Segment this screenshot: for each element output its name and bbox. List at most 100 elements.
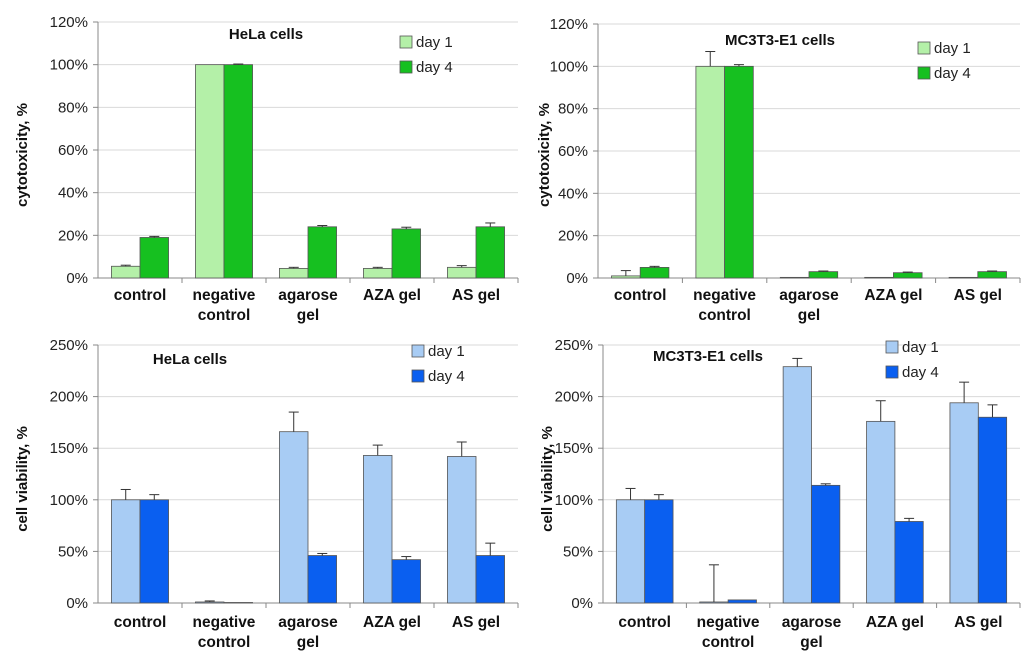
x-category-label: control	[702, 634, 755, 651]
bar-day-4	[644, 499, 674, 604]
bar-day-1	[195, 601, 225, 604]
bar-day-4	[977, 416, 1008, 604]
legend-label: day 1	[902, 339, 939, 356]
x-category-label: AZA gel	[363, 614, 421, 631]
legend-label: day 1	[428, 343, 465, 360]
y-tick-label: 40%	[558, 185, 588, 202]
chart-panel-3: 0% 50% 100% 150% 200% 250% cell viability, % co…	[14, 337, 519, 651]
bar-day-4	[724, 65, 754, 279]
bar-day-4	[475, 226, 505, 279]
x-category-label: negative	[697, 614, 760, 631]
bar-day-4	[894, 521, 924, 604]
y-tick-label: 80%	[58, 99, 88, 116]
bar-day-1	[782, 366, 812, 604]
bar-day-4	[893, 272, 923, 279]
x-category-label: AS gel	[452, 614, 500, 631]
x-category-label: agarose	[779, 287, 839, 304]
x-category-label: control	[198, 307, 251, 324]
y-tick-label: 80%	[558, 101, 588, 118]
legend-swatch	[411, 369, 425, 383]
y-tick-label: 150%	[555, 440, 593, 457]
bar-day-1	[279, 431, 309, 604]
y-tick-label: 250%	[50, 337, 88, 354]
y-axis-label: cytotoxicity, %	[14, 103, 31, 207]
y-tick-label: 100%	[555, 492, 593, 509]
y-tick-label: 120%	[50, 14, 88, 31]
chart-panel-1: 0% 20% 40% 60% 80% 100% 120% cytotoxicity, % con…	[14, 14, 519, 324]
bar-day-1	[195, 64, 225, 279]
x-category-label: control	[614, 287, 667, 304]
x-category-label: gel	[297, 634, 319, 651]
bar-day-1	[111, 499, 141, 604]
y-tick-label: 200%	[50, 389, 88, 406]
y-tick-label: 100%	[50, 57, 88, 74]
chart-title: MC3T3-E1 cells	[653, 348, 763, 365]
y-tick-label: 100%	[50, 492, 88, 509]
bar-day-1	[447, 456, 477, 604]
legend-swatch	[885, 340, 899, 354]
y-tick-label: 60%	[558, 143, 588, 160]
x-category-label: control	[198, 634, 251, 651]
x-category-label: gel	[297, 307, 319, 324]
bar-day-1	[363, 455, 393, 604]
bar-day-4	[808, 271, 839, 279]
bar-day-1	[949, 402, 979, 604]
bar-day-4	[811, 484, 841, 604]
bar-day-4	[977, 271, 1007, 279]
bar-day-4	[223, 64, 253, 279]
x-category-label: AS gel	[954, 614, 1002, 631]
y-tick-label: 0%	[66, 270, 88, 287]
bar-day-1	[779, 276, 810, 279]
y-tick-label: 250%	[555, 337, 593, 354]
bar-day-1	[611, 275, 641, 279]
y-tick-label: 50%	[58, 543, 88, 560]
bar-day-1	[615, 499, 646, 604]
y-tick-label: 150%	[50, 440, 88, 457]
y-axis-label: cell viability, %	[539, 426, 556, 532]
legend-swatch	[885, 365, 899, 379]
y-tick-label: 40%	[58, 185, 88, 202]
x-category-label: agarose	[278, 287, 338, 304]
legend-swatch	[411, 344, 425, 358]
legend-swatch	[399, 60, 413, 74]
x-category-label: gel	[800, 634, 822, 651]
x-category-label: negative	[193, 614, 256, 631]
bar-day-4	[307, 226, 337, 279]
bar-day-1	[111, 265, 141, 279]
y-tick-label: 0%	[571, 595, 593, 612]
chart-panel-4: 0% 50% 100% 150% 200% 250% cell viability, % co…	[539, 337, 1021, 651]
x-category-label: AZA gel	[866, 614, 924, 631]
x-category-label: gel	[798, 307, 820, 324]
x-category-label: control	[114, 287, 167, 304]
bar-day-4	[139, 237, 169, 279]
x-category-label: agarose	[278, 614, 338, 631]
chart-title: HeLa cells	[153, 351, 227, 368]
bar-day-1	[279, 267, 309, 279]
legend-label: day 1	[934, 40, 971, 57]
x-category-label: AZA gel	[864, 287, 922, 304]
x-category-label: negative	[193, 287, 256, 304]
y-tick-label: 100%	[550, 58, 588, 75]
legend-swatch	[917, 41, 931, 55]
bar-day-4	[223, 602, 253, 604]
chart-title: HeLa cells	[229, 26, 303, 43]
bar-day-4	[727, 599, 757, 604]
bar-day-1	[866, 420, 896, 604]
x-category-label: AZA gel	[363, 287, 421, 304]
bar-day-1	[695, 65, 725, 279]
x-category-label: negative	[693, 287, 756, 304]
y-tick-label: 200%	[555, 389, 593, 406]
y-axis-label: cytotoxicity, %	[536, 103, 553, 207]
legend-label: day 4	[416, 59, 453, 76]
bar-day-4	[391, 228, 421, 279]
bar-day-4	[639, 267, 670, 279]
x-category-label: control	[698, 307, 751, 324]
x-category-label: control	[114, 614, 167, 631]
bar-day-1	[864, 276, 894, 279]
legend-label: day 4	[934, 65, 971, 82]
chart-title: MC3T3-E1 cells	[725, 32, 835, 49]
legend-swatch	[399, 35, 413, 49]
y-tick-label: 60%	[58, 142, 88, 159]
y-tick-label: 120%	[550, 16, 588, 33]
